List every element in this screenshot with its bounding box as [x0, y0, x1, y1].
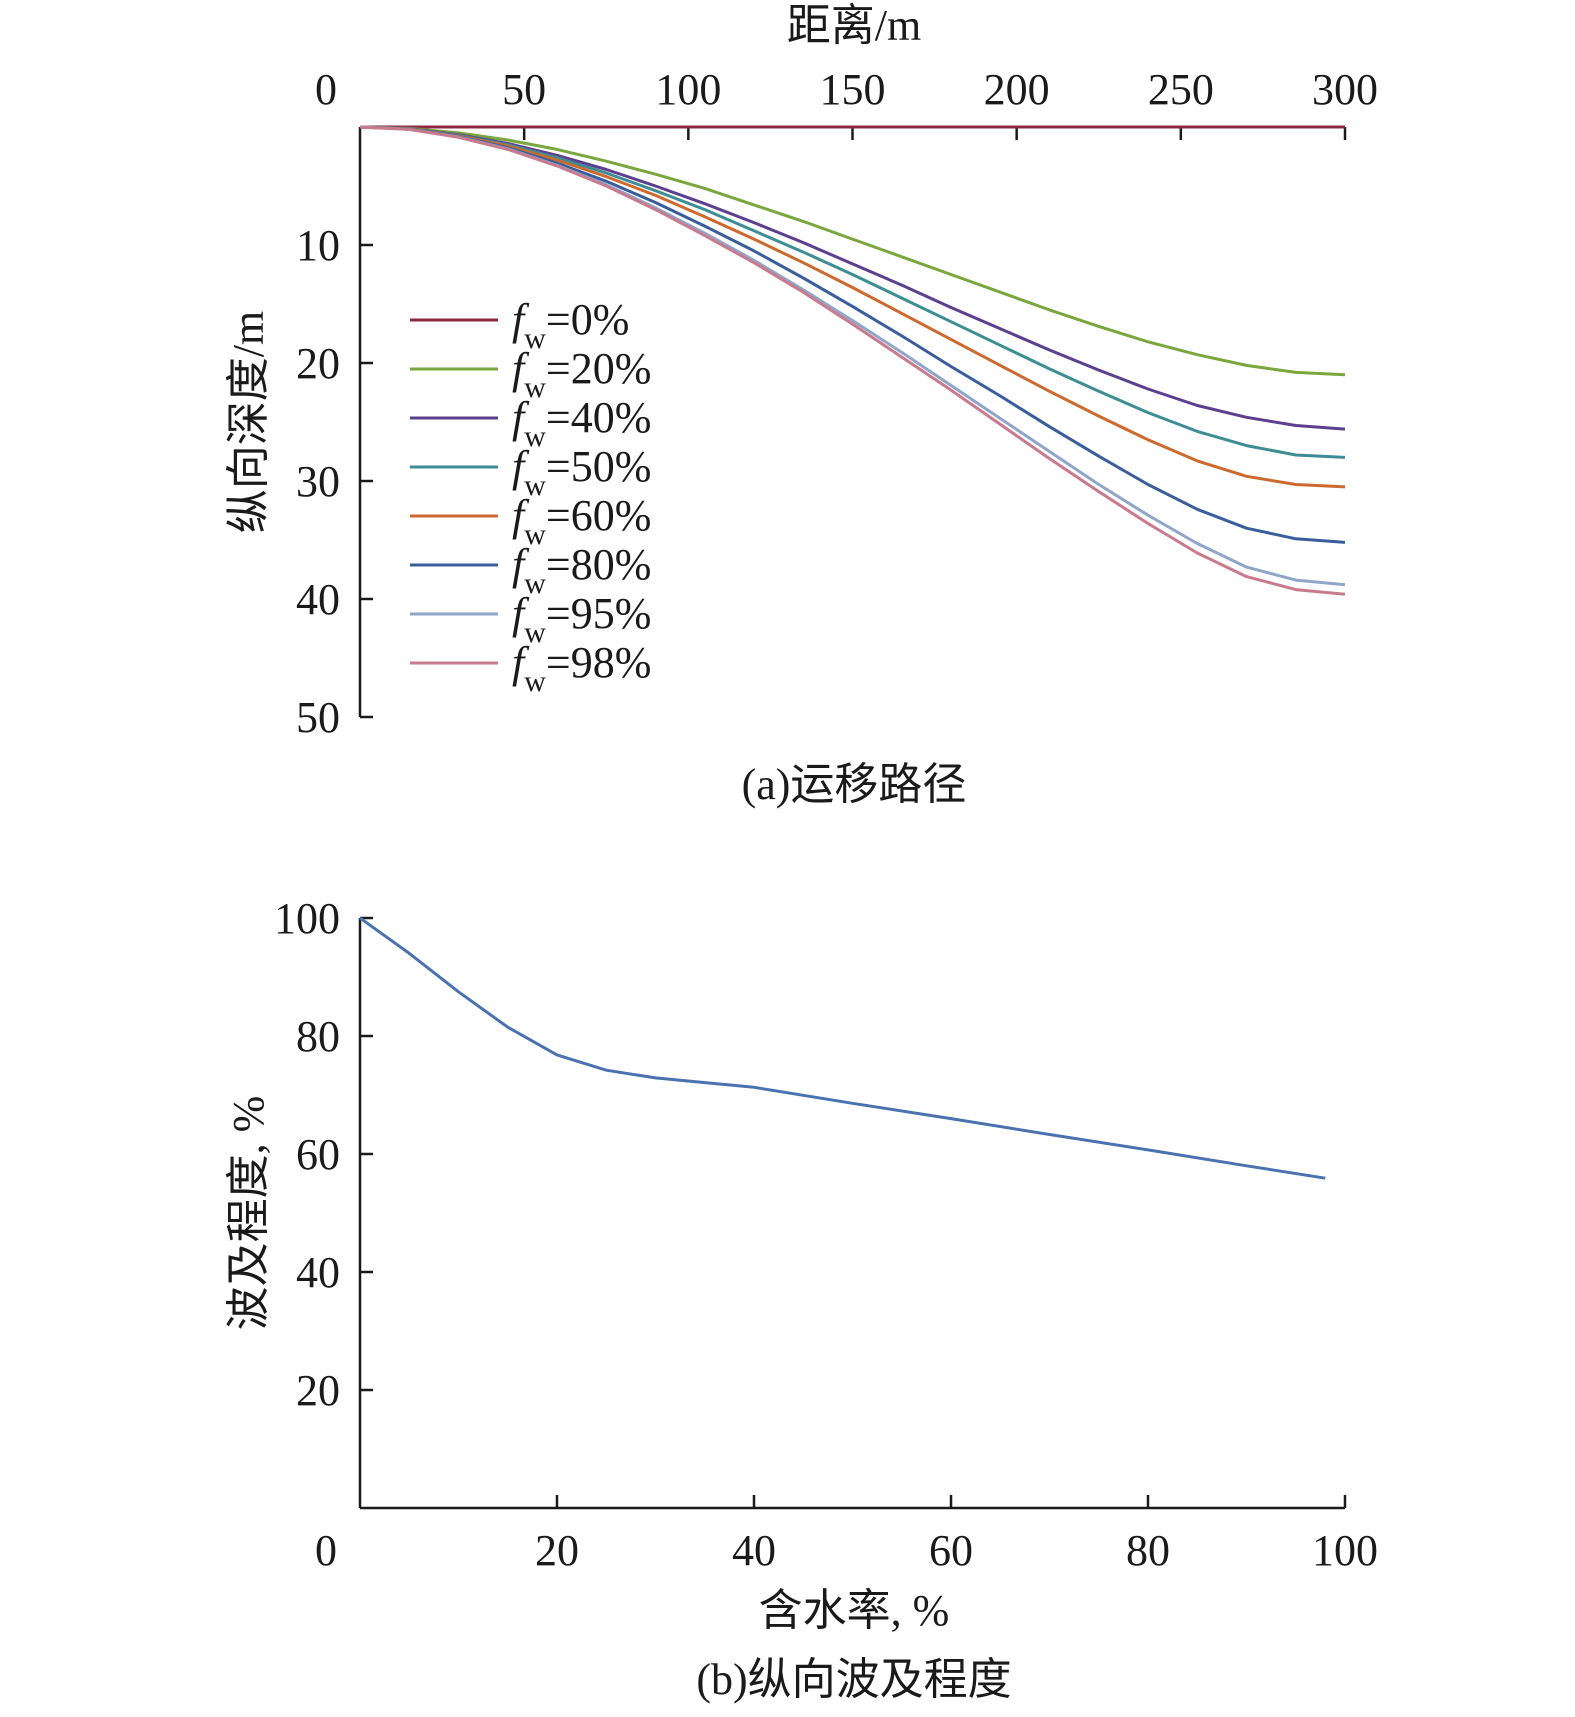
chart-a-legend-label: fw=98% [512, 638, 651, 698]
chart-b-x-tick-label: 0 [315, 1526, 337, 1575]
chart-b-y-tick-label: 20 [296, 1366, 340, 1415]
chart-b-xlabel: 含水率, % [759, 1586, 950, 1635]
chart-b-ylabel: 波及程度, % [224, 1096, 273, 1331]
chart-a-legend-label: fw=60% [512, 491, 651, 551]
chart-a-legend: fw=0%fw=20%fw=40%fw=50%fw=60%fw=80%fw=95… [410, 295, 651, 698]
chart-a-x-tick-label: 200 [984, 65, 1050, 114]
chart-a-series [359, 125, 1346, 596]
chart-b-x-tick-label: 100 [1312, 1526, 1378, 1575]
chart-a-series-line-4 [359, 125, 1346, 489]
chart-b-y-tick-label: 100 [274, 894, 340, 943]
chart-b-y-tick-label: 40 [296, 1248, 340, 1297]
chart-a-series-line-3 [359, 125, 1346, 459]
chart-a-y-tick-label: 30 [296, 457, 340, 506]
chart-b-caption: (b)纵向波及程度 [696, 1655, 1011, 1704]
chart-b-y-tick-label: 80 [296, 1012, 340, 1061]
chart-a-series-line-2 [359, 125, 1346, 431]
chart-a-y-tick-label: 40 [296, 575, 340, 624]
chart-a-migration-path: 距离/m 0 50 100 150 200 250 300 10 20 30 40 50 纵向深度/… [224, 1, 1378, 809]
chart-a-legend-label: fw=50% [512, 442, 651, 502]
chart-a-series-line-1 [359, 125, 1346, 377]
chart-b-x-tick-label: 20 [535, 1526, 579, 1575]
chart-a-x-tick-label: 50 [502, 65, 546, 114]
chart-b-series [359, 916, 1326, 1180]
chart-a-series-line-5 [359, 125, 1346, 544]
chart-a-x-tick-label: 300 [1312, 65, 1378, 114]
chart-b-x-tick-label: 40 [732, 1526, 776, 1575]
chart-a-caption: (a)运移路径 [742, 760, 967, 809]
chart-a-legend-label: fw=80% [512, 540, 651, 600]
chart-b-series-line-0 [359, 916, 1326, 1180]
chart-a-y-ticks: 10 20 30 40 50 [296, 221, 373, 742]
chart-a-y-tick-label: 20 [296, 339, 340, 388]
chart-b-x-tick-label: 80 [1126, 1526, 1170, 1575]
chart-a-x-tick-label: 0 [315, 65, 337, 114]
chart-a-x-tick-label: 250 [1148, 65, 1214, 114]
chart-b-x-tick-label: 60 [929, 1526, 973, 1575]
chart-b-x-ticks: 0 20 40 60 80 100 [315, 1495, 1378, 1575]
chart-a-x-tick-label: 150 [820, 65, 886, 114]
chart-a-legend-label: fw=20% [512, 344, 651, 404]
chart-b-y-tick-label: 60 [296, 1130, 340, 1179]
chart-a-x-tick-label: 100 [655, 65, 721, 114]
chart-a-ylabel: 纵向深度/m [224, 311, 273, 533]
chart-a-series-line-7 [359, 125, 1346, 596]
chart-a-x-ticks: 0 50 100 150 200 250 300 [315, 65, 1378, 140]
chart-a-y-tick-label: 10 [296, 221, 340, 270]
chart-a-legend-label: fw=0% [512, 295, 629, 355]
chart-a-legend-label: fw=95% [512, 589, 651, 649]
chart-a-xlabel: 距离/m [787, 1, 921, 50]
chart-a-y-tick-label: 50 [296, 693, 340, 742]
chart-b-y-ticks: 20 40 60 80 100 [274, 894, 373, 1415]
